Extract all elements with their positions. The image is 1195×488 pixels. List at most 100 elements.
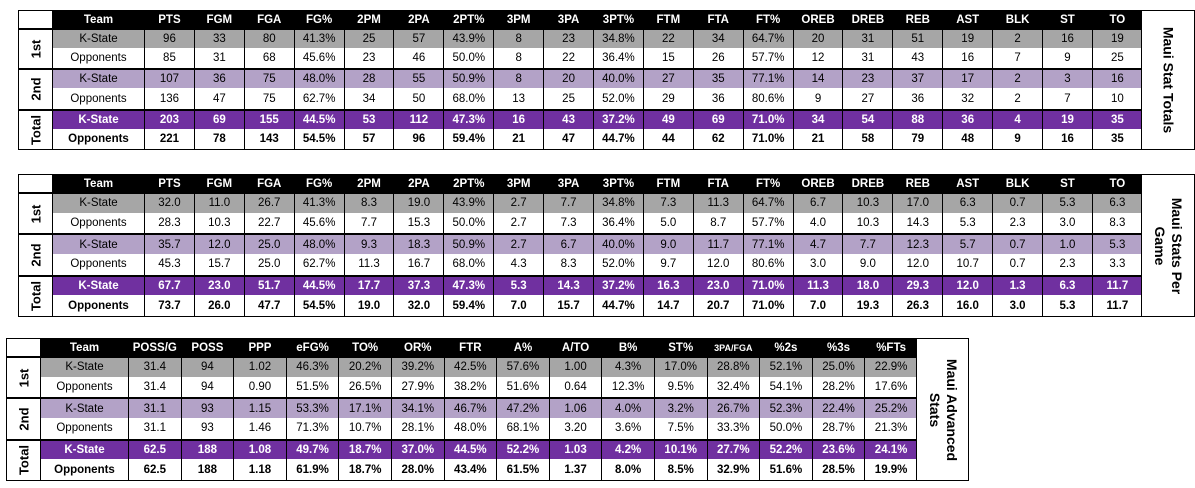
stat-cell: 10.7 [943,253,994,275]
stat-cell: 75 [244,68,295,89]
column-header: POSS [181,339,235,356]
stat-cell: 29 [643,88,694,109]
stat-cell: 50.0% [444,48,495,69]
stat-cell: 7.7 [843,233,894,254]
stat-cell: 88 [893,108,944,129]
team-cell: Opponents [41,417,129,439]
stat-cell: 45.3 [145,253,195,275]
stat-cell: 16.7 [394,253,445,275]
stat-cell: 51.6% [760,459,813,480]
stat-cell: 64.7% [743,192,794,213]
stat-cell: 16 [1043,128,1093,149]
column-header: %2s [760,339,813,356]
stat-cell: 34.8% [594,28,644,49]
stat-cell: 77.1% [743,233,794,254]
stat-cell: 37 [893,68,944,89]
stat-cell: 3.2% [654,397,708,418]
team-cell: K-State [53,68,145,89]
stat-cell: 37.3 [394,274,445,296]
stat-cell: 11.7 [693,233,744,254]
stat-cell: 47 [544,128,595,149]
team-cell: Opponents [53,253,145,275]
column-header: FG% [294,175,345,192]
stat-cell: 47.3% [444,108,495,129]
stat-cell: 27 [643,68,694,89]
stat-cell: 11.3 [793,274,844,296]
column-header: 3PT% [594,11,644,28]
stat-cell: 4.0 [793,212,844,234]
stat-cell: 23 [344,48,395,69]
stat-cell: 2.7 [494,212,545,234]
stat-cell: 80.6% [743,88,794,109]
stat-cell: 12.0 [194,233,245,254]
stat-cell: 62.7% [294,253,345,275]
column-header: TO% [339,339,392,356]
stat-cell: 35.7 [145,233,195,254]
stat-cell: 28.5% [812,459,866,480]
stat-cell: 69 [194,108,245,129]
stat-cell: 15 [643,48,694,69]
stat-cell: 54 [843,108,894,129]
stat-cell: 12.3% [602,376,655,398]
column-header: A% [497,339,550,356]
stat-cell: 221 [145,128,195,149]
stat-cell: 45.6% [294,48,345,69]
column-header: 3PM [494,175,545,192]
stat-cell: 4.7 [793,233,844,254]
stat-cell: 107 [145,68,195,89]
stat-cell: 54.1% [760,376,813,398]
stat-cell: 53 [344,108,395,129]
stat-cell: 17.1% [339,397,392,418]
stat-cell: 61.5% [497,459,550,480]
segment-label: Total [7,438,41,480]
stat-cell: 25 [344,28,395,49]
stat-cell: 44.5% [294,274,345,296]
stat-cell: 59.4% [444,128,495,149]
stat-cell: 51 [893,28,944,49]
team-cell: Opponents [41,376,129,398]
stat-cell: 52.2% [497,438,550,460]
stat-cell: 67.7 [145,274,195,296]
stat-cell: 12.0 [693,253,744,275]
stat-cell: 2.7 [494,192,545,213]
stat-cell: 96 [394,128,445,149]
segment-text: 1st [16,368,31,388]
column-header: B% [602,339,655,356]
stat-cell: 25 [1092,48,1143,69]
stat-cell: 8 [494,28,545,49]
stat-cell: 9 [1043,48,1093,69]
segment-text: 1st [28,204,43,224]
stat-cell: 20.2% [339,356,392,377]
stat-cell: 4.2% [602,438,655,460]
stat-cell: 3.0 [993,295,1044,316]
stat-cell: 21 [793,128,844,149]
stat-cell: 71.0% [743,108,794,129]
stat-cell: 36 [194,68,245,89]
column-header: FTM [643,175,694,192]
stat-cell: 85 [145,48,195,69]
team-cell: K-State [53,274,145,296]
stat-cell: 50.0% [444,212,495,234]
column-header: A/TO [549,339,603,356]
stat-cell: 96 [145,28,195,49]
stat-cell: 57 [394,28,445,49]
stat-cell: 11.7 [1092,274,1143,296]
stat-cell: 28.1% [391,417,445,439]
stat-cell: 50.9% [444,233,495,254]
stat-cell: 28.7% [812,417,866,439]
stat-cell: 19.0 [344,295,395,316]
stat-cell: 26.3 [893,295,944,316]
column-header: 2PT% [444,175,495,192]
stat-cell: 19 [1092,28,1143,49]
stat-cell: 188 [181,438,235,460]
stat-cell: 26 [693,48,744,69]
column-header: Team [41,339,129,356]
stat-cell: 52.0% [594,88,644,109]
stat-cell: 1.06 [549,397,603,418]
stat-cell: 11.3 [344,253,395,275]
stat-cell: 6.7 [544,233,595,254]
stat-cell: 23.0 [194,274,245,296]
stat-cell: 27 [843,88,894,109]
stat-cell: 53.3% [286,397,340,418]
stat-cell: 43 [893,48,944,69]
